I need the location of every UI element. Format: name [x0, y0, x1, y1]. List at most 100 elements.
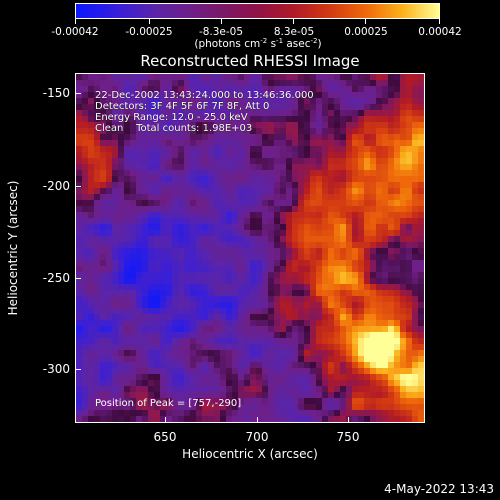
heatmap-cell: [88, 236, 95, 243]
heatmap-cell: [298, 332, 305, 339]
heatmap-cell: [280, 134, 287, 141]
heatmap-cell: [136, 410, 143, 417]
heatmap-cell: [196, 362, 203, 369]
heatmap-cell: [412, 140, 419, 147]
heatmap-cell: [250, 86, 257, 93]
heatmap-cell: [100, 254, 107, 261]
heatmap-cell: [160, 104, 167, 111]
heatmap-cell: [238, 170, 245, 177]
heatmap-cell: [226, 350, 233, 357]
heatmap-cell: [322, 368, 329, 375]
heatmap-cell: [130, 362, 137, 369]
heatmap-cell: [160, 128, 167, 135]
heatmap-cell: [418, 236, 424, 243]
heatmap-cell: [304, 74, 311, 81]
heatmap-cell: [262, 320, 269, 327]
heatmap-cell: [154, 398, 161, 405]
heatmap-cell: [334, 152, 341, 159]
heatmap-cell: [190, 152, 197, 159]
heatmap-cell: [106, 242, 113, 249]
heatmap-cell: [232, 194, 239, 201]
heatmap-cell: [154, 248, 161, 255]
heatmap-cell: [118, 272, 125, 279]
heatmap-cell: [100, 362, 107, 369]
heatmap-cell: [322, 212, 329, 219]
heatmap-cell: [112, 326, 119, 333]
heatmap-cell: [304, 134, 311, 141]
heatmap-cell: [148, 254, 155, 261]
heatmap-cell: [76, 164, 83, 171]
heatmap-cell: [304, 386, 311, 393]
heatmap-cell: [394, 146, 401, 153]
heatmap-cell: [136, 164, 143, 171]
heatmap-cell: [178, 272, 185, 279]
heatmap-cell: [418, 86, 424, 93]
heatmap-cell: [190, 86, 197, 93]
heatmap-cell: [214, 410, 221, 417]
heatmap-cell: [304, 128, 311, 135]
heatmap-cell: [328, 416, 335, 422]
heatmap-cell: [376, 152, 383, 159]
heatmap-cell: [244, 296, 251, 303]
heatmap-cell: [292, 146, 299, 153]
heatmap-cell: [298, 314, 305, 321]
heatmap-cell: [352, 356, 359, 363]
heatmap-cell: [124, 86, 131, 93]
heatmap-cell: [292, 284, 299, 291]
heatmap-cell: [160, 80, 167, 87]
heatmap-cell: [94, 404, 101, 411]
heatmap-cell: [250, 170, 257, 177]
heatmap-cell: [268, 344, 275, 351]
heatmap-cell: [82, 80, 89, 87]
heatmap-cell: [106, 374, 113, 381]
heatmap-cell: [106, 410, 113, 417]
heatmap-cell: [394, 194, 401, 201]
heatmap-cell: [352, 404, 359, 411]
heatmap-cell: [190, 182, 197, 189]
heatmap-cell: [232, 152, 239, 159]
heatmap-cell: [220, 350, 227, 357]
heatmap-cell: [160, 122, 167, 129]
heatmap-cell: [208, 320, 215, 327]
heatmap-cell: [388, 80, 395, 87]
heatmap-cell: [160, 206, 167, 213]
heatmap-cell: [292, 176, 299, 183]
heatmap-cell: [196, 74, 203, 81]
heatmap-cell: [82, 410, 89, 417]
heatmap-cell: [130, 374, 137, 381]
heatmap-cell: [226, 104, 233, 111]
heatmap-cell: [226, 128, 233, 135]
heatmap-cell: [250, 212, 257, 219]
heatmap-cell: [346, 176, 353, 183]
heatmap-cell: [310, 404, 317, 411]
heatmap-cell: [274, 116, 281, 123]
heatmap-cell: [400, 170, 407, 177]
heatmap-cell: [274, 242, 281, 249]
heatmap-cell: [106, 218, 113, 225]
heatmap-cell: [310, 260, 317, 267]
heatmap-cell: [184, 140, 191, 147]
heatmap-cell: [388, 344, 395, 351]
heatmap-cell: [406, 218, 413, 225]
heatmap-cell: [184, 242, 191, 249]
heatmap-cell: [82, 332, 89, 339]
heatmap-cell: [256, 344, 263, 351]
heatmap-cell: [82, 308, 89, 315]
heatmap-cell: [190, 332, 197, 339]
heatmap-cell: [328, 314, 335, 321]
heatmap-cell: [394, 296, 401, 303]
heatmap-cell: [376, 296, 383, 303]
heatmap-cell: [172, 392, 179, 399]
heatmap-cell: [370, 260, 377, 267]
heatmap-cell: [418, 296, 424, 303]
heatmap-cell: [76, 98, 83, 105]
heatmap-cell: [118, 284, 125, 291]
heatmap-cell: [346, 158, 353, 165]
heatmap-cell: [178, 194, 185, 201]
heatmap-cell: [352, 194, 359, 201]
heatmap-cell: [406, 194, 413, 201]
heatmap-cell: [370, 374, 377, 381]
heatmap-cell: [238, 350, 245, 357]
heatmap-cell: [100, 200, 107, 207]
heatmap-cell: [166, 74, 173, 81]
